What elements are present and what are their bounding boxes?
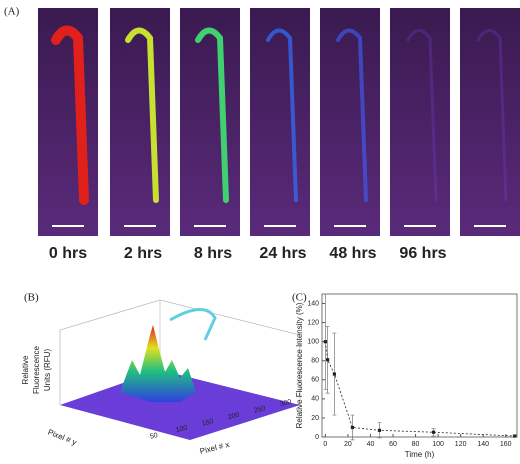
time-label: 0 hrs	[49, 245, 87, 262]
data-point	[431, 430, 436, 434]
micrograph	[390, 8, 450, 236]
x-tick-label: 0	[323, 441, 327, 448]
plot-frame	[321, 293, 518, 438]
y-tick-label: 120	[307, 319, 319, 326]
panel-label: (C)	[292, 292, 307, 304]
fluorescence-streak	[406, 29, 438, 202]
surface-ridge	[169, 308, 217, 341]
micrograph	[250, 8, 310, 236]
surface-peak	[120, 325, 196, 402]
fluorescence-streak	[476, 29, 508, 202]
x-tick-label: 140	[477, 441, 489, 448]
fluorescence-streak	[125, 27, 159, 203]
micrograph	[180, 8, 240, 236]
panel-label: (B)	[24, 292, 39, 304]
data-point	[350, 425, 355, 430]
time-label: 96 hrs	[399, 245, 446, 262]
data-point	[323, 340, 327, 344]
micrograph	[460, 8, 520, 236]
x-tick-label: 80	[412, 441, 420, 448]
panel-label: (A)	[4, 6, 20, 18]
y-tick-label: 0	[315, 434, 319, 441]
micrograph	[38, 8, 98, 236]
y-tick-label: 100	[307, 339, 319, 346]
data-point	[332, 372, 336, 376]
y-tick-label: 80	[311, 358, 319, 365]
y-tick-label: 40	[311, 396, 319, 403]
fluorescence-streak	[51, 25, 89, 205]
x-tick-label: 50	[149, 432, 158, 441]
x-tick-label: 200	[227, 412, 240, 422]
x-tick-label: 120	[455, 441, 467, 448]
fluorescence-streak	[195, 27, 229, 203]
z-axis-label: Units (RFU)	[43, 349, 52, 392]
z-axis-label: Relative	[21, 355, 30, 384]
x-tick-label: 250	[253, 405, 266, 415]
data-point	[326, 358, 330, 362]
x-axis-label: Time (h)	[405, 450, 435, 459]
x-tick-label: 300	[279, 399, 292, 409]
fluorescence-streak	[336, 28, 368, 202]
y-tick-label: 60	[311, 377, 319, 384]
x-axis-label: Pixel # x	[199, 440, 231, 456]
y-tick-label: 140	[307, 300, 319, 307]
z-axis-label: Fluorescence	[32, 345, 41, 394]
time-label: 48 hrs	[329, 245, 376, 262]
data-point	[377, 428, 382, 432]
time-label: 2 hrs	[124, 245, 162, 262]
x-tick-label: 160	[500, 441, 512, 448]
surface-floor	[60, 370, 300, 440]
x-tick-label: 60	[389, 441, 397, 448]
fluorescence-streak	[266, 28, 298, 202]
x-tick-label: 100	[432, 441, 444, 448]
time-label: 8 hrs	[194, 245, 232, 262]
y-axis-label: Relative Fluorescence Intensity (%)	[295, 302, 304, 428]
y-axis-label: Pixel # y	[46, 427, 77, 447]
x-tick-label: 40	[367, 441, 375, 448]
surface-plot	[59, 299, 301, 440]
time-label: 24 hrs	[259, 245, 306, 262]
data-line	[324, 341, 515, 437]
data-point	[513, 434, 517, 438]
y-tick-label: 20	[311, 415, 319, 422]
x-tick-label: 150	[201, 418, 214, 428]
x-tick-label: 20	[344, 441, 352, 448]
micrograph	[110, 8, 170, 236]
micrograph	[320, 8, 380, 236]
x-tick-label: 100	[175, 425, 188, 435]
